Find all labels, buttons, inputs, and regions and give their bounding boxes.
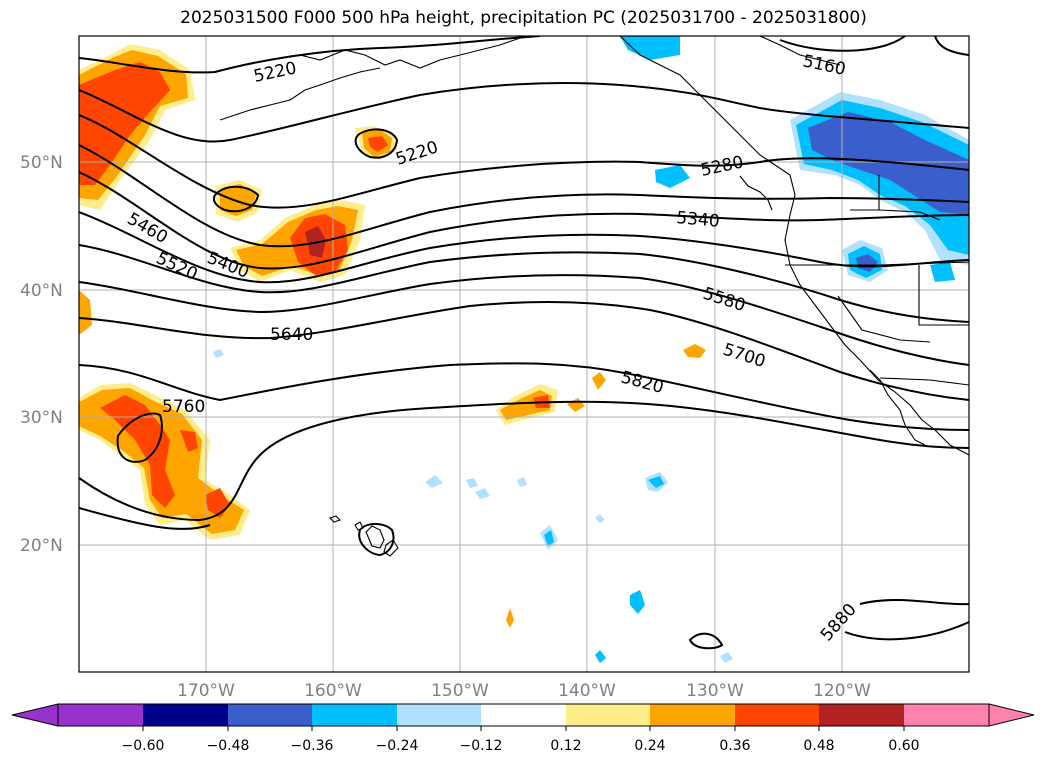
lat-label: 20°N xyxy=(20,536,63,556)
contour-label: 5760 xyxy=(162,397,205,417)
graticule xyxy=(79,36,969,672)
colorbar-segment xyxy=(819,704,904,726)
colorbar-tick-label: −0.12 xyxy=(460,738,503,754)
colorbar-extend-low xyxy=(11,703,59,727)
colorbar-segment xyxy=(58,704,143,726)
colorbar-tick-label: 0.12 xyxy=(550,738,581,754)
lon-label: 130°W xyxy=(686,681,744,701)
colorbar-tick-label: 0.24 xyxy=(634,738,665,754)
colorbar-tick-label: −0.36 xyxy=(291,738,334,754)
lat-label: 30°N xyxy=(20,408,63,428)
lon-label: 140°W xyxy=(558,681,616,701)
colorbar-tick-label: 0.36 xyxy=(719,738,750,754)
colorbar: −0.60 −0.48 −0.36 −0.24 −0.12 0.12 0.24 … xyxy=(11,703,1035,754)
longitude-labels: 170°W 160°W 150°W 140°W 130°W 120°W xyxy=(177,681,871,701)
lat-label: 50°N xyxy=(20,153,63,173)
colorbar-segment xyxy=(904,704,989,726)
colorbar-segment xyxy=(397,704,481,726)
colorbar-segment xyxy=(735,704,819,726)
lon-label: 160°W xyxy=(304,681,362,701)
colorbar-segment xyxy=(481,704,566,726)
colorbar-tick-label: −0.48 xyxy=(207,738,250,754)
lon-label: 170°W xyxy=(177,681,235,701)
contour-label: 5640 xyxy=(270,325,313,345)
lat-label: 40°N xyxy=(20,281,63,301)
colorbar-segment xyxy=(650,704,735,726)
map-area: 5220 5220 5160 5280 5340 5460 5400 5520 … xyxy=(79,36,969,672)
lon-label: 120°W xyxy=(813,681,871,701)
colorbar-tick-label: −0.60 xyxy=(122,738,165,754)
latitude-labels: 50°N 40°N 30°N 20°N xyxy=(20,153,63,556)
colorbar-extend-high xyxy=(988,703,1035,727)
colorbar-tick-label: 0.60 xyxy=(888,738,919,754)
lon-label: 150°W xyxy=(431,681,489,701)
contour-label: 5340 xyxy=(676,208,721,232)
colorbar-tick-label: −0.24 xyxy=(376,738,419,754)
map-title: 2025031500 F000 500 hPa height, precipit… xyxy=(180,8,867,28)
colorbar-segment xyxy=(143,704,228,726)
map-frame xyxy=(78,35,970,673)
colorbar-tick-label: 0.48 xyxy=(803,738,834,754)
colorbar-segment xyxy=(566,704,650,726)
colorbar-segment xyxy=(312,704,397,726)
height-contours xyxy=(79,36,969,650)
colorbar-segment xyxy=(228,704,312,726)
